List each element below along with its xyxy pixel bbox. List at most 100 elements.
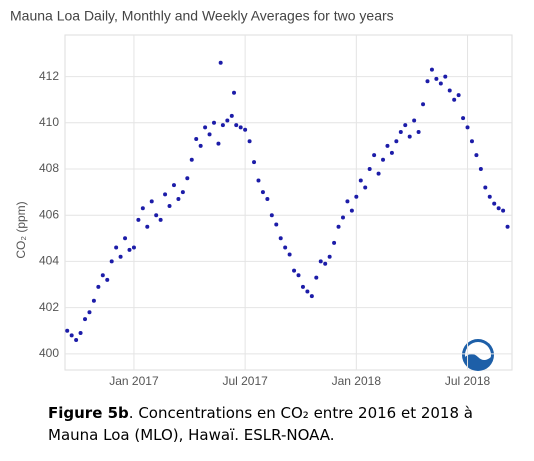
data-point (443, 74, 448, 79)
x-tick-label: Jul 2017 (222, 374, 268, 388)
data-point (372, 153, 377, 158)
data-point (345, 199, 350, 204)
data-point (118, 254, 123, 259)
data-point (505, 224, 510, 229)
data-point (496, 206, 501, 211)
data-point (149, 199, 154, 204)
data-point (216, 141, 221, 146)
data-point (234, 123, 239, 128)
data-point (185, 176, 190, 181)
data-point (381, 157, 386, 162)
data-point (136, 217, 141, 222)
data-point (269, 213, 274, 218)
data-point (461, 116, 466, 121)
data-point (140, 206, 145, 211)
data-point (123, 236, 128, 241)
data-point (74, 337, 79, 342)
data-point (69, 333, 74, 338)
data-point (429, 67, 434, 72)
data-point (189, 157, 194, 162)
data-point (412, 118, 417, 123)
data-point (131, 245, 136, 250)
data-point (354, 194, 359, 199)
data-point (114, 245, 119, 250)
data-point (167, 203, 172, 208)
data-point (367, 167, 372, 171)
data-point (220, 123, 225, 128)
data-point (332, 240, 337, 245)
data-point (465, 125, 470, 130)
plot-frame (64, 34, 513, 371)
data-point (198, 143, 203, 148)
data-point (171, 183, 176, 188)
data-point (452, 97, 457, 102)
data-point (389, 150, 394, 155)
data-point (425, 79, 430, 84)
data-point (407, 134, 412, 139)
caption: Figure 5b. Concentrations en CO₂ entre 2… (48, 402, 488, 446)
y-tick-label: 406 (39, 207, 59, 221)
data-point (487, 194, 492, 199)
data-point (305, 289, 310, 294)
data-point (469, 139, 474, 144)
data-point (163, 192, 168, 197)
noaa-logo (462, 339, 494, 371)
y-tick-label: 408 (39, 161, 59, 175)
data-point (218, 60, 223, 65)
data-point (314, 275, 319, 280)
data-point (238, 125, 243, 130)
data-point (91, 298, 96, 303)
data-point (300, 284, 305, 289)
data-point (416, 130, 421, 135)
data-point (501, 208, 506, 213)
y-axis-label: CO₂ (ppm) (14, 201, 28, 258)
x-tick-label: Jan 2017 (109, 374, 159, 388)
x-tick-label: Jan 2018 (332, 374, 382, 388)
caption-text: . Concentrations en CO₂ entre 2016 et 20… (48, 404, 473, 444)
data-point (274, 222, 279, 227)
data-point (256, 178, 261, 183)
data-point (194, 136, 199, 141)
data-point (127, 247, 132, 252)
data-point (105, 277, 110, 282)
data-point (394, 139, 399, 144)
data-point (478, 167, 483, 171)
data-point (434, 76, 439, 81)
y-tick-label: 412 (39, 69, 59, 83)
data-point (225, 118, 230, 123)
data-point (78, 331, 83, 336)
chart-title: Mauna Loa Daily, Monthly and Weekly Aver… (10, 8, 394, 24)
data-point (492, 201, 497, 206)
data-point (376, 171, 381, 176)
chart: Mauna Loa Daily, Monthly and Weekly Aver… (10, 8, 513, 388)
data-point (207, 132, 212, 137)
y-tick-label: 404 (39, 254, 59, 268)
y-tick-label: 410 (39, 115, 59, 129)
caption-label: Figure 5b (48, 404, 129, 422)
data-point (318, 259, 323, 264)
y-tick-label: 400 (39, 346, 59, 360)
data-point (349, 208, 354, 213)
data-point (323, 261, 328, 266)
data-point (158, 217, 163, 222)
data-point (358, 178, 363, 183)
data-point (243, 127, 248, 132)
data-point (287, 252, 292, 257)
data-point (96, 284, 101, 289)
data-point (83, 317, 88, 322)
data-point (100, 273, 105, 278)
data-point (483, 185, 488, 190)
data-point (154, 213, 159, 218)
data-point (212, 120, 216, 125)
data-point (176, 197, 181, 202)
data-point (283, 245, 288, 250)
data-point (403, 123, 408, 128)
y-tick-label: 402 (39, 300, 59, 314)
data-point (109, 259, 114, 264)
data-point (296, 273, 301, 278)
data-point (447, 88, 452, 93)
data-point (145, 224, 150, 229)
data-point (340, 215, 345, 220)
data-point (229, 113, 234, 118)
